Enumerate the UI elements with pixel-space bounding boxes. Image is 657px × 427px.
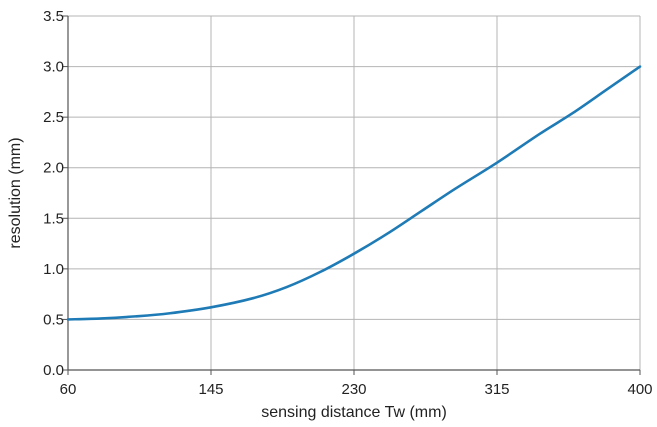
- x-tick-label: 60: [60, 381, 77, 398]
- y-tick-label: 2.5: [43, 109, 64, 126]
- x-axis-title: sensing distance Tw (mm): [261, 404, 447, 421]
- y-tick-label: 3.5: [43, 8, 64, 25]
- x-tick-label: 400: [627, 381, 652, 398]
- y-tick-label: 2.0: [43, 160, 64, 177]
- y-tick-label: 1.5: [43, 210, 64, 227]
- series-layer: [66, 65, 642, 321]
- y-tick-label: 0.0: [43, 362, 64, 379]
- grid: [68, 15, 641, 370]
- axes: [63, 15, 641, 375]
- y-axis-title: resolution (mm): [7, 137, 24, 248]
- x-axis-tick-labels: 60 145 230 315 400: [60, 381, 653, 398]
- x-tick-label: 230: [341, 381, 366, 398]
- y-tick-label: 0.5: [43, 311, 64, 328]
- series-line-0: [66, 65, 642, 321]
- x-tick-label: 145: [198, 381, 223, 398]
- x-tick-label: 315: [484, 381, 509, 398]
- y-tick-label: 1.0: [43, 261, 64, 278]
- y-tick-label: 3.0: [43, 59, 64, 76]
- y-axis-tick-labels: 0.0 0.5 1.0 1.5 2.0 2.5 3.0 3.5: [43, 8, 64, 379]
